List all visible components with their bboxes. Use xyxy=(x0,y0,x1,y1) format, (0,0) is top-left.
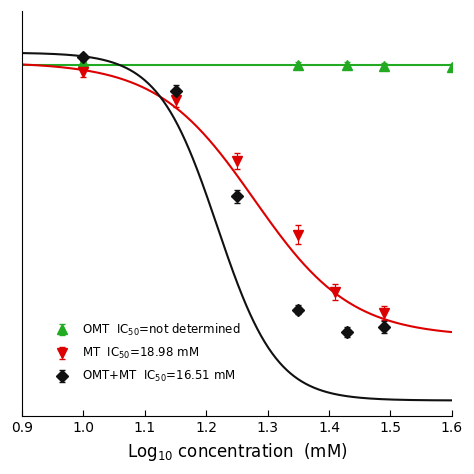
Legend: OMT  IC$_{50}$=not determined, MT  IC$_{50}$=18.98 mM, OMT+MT  IC$_{50}$=16.51 m: OMT IC$_{50}$=not determined, MT IC$_{50… xyxy=(41,316,246,390)
X-axis label: Log$_{10}$ concentration  (mM): Log$_{10}$ concentration (mM) xyxy=(127,441,347,463)
